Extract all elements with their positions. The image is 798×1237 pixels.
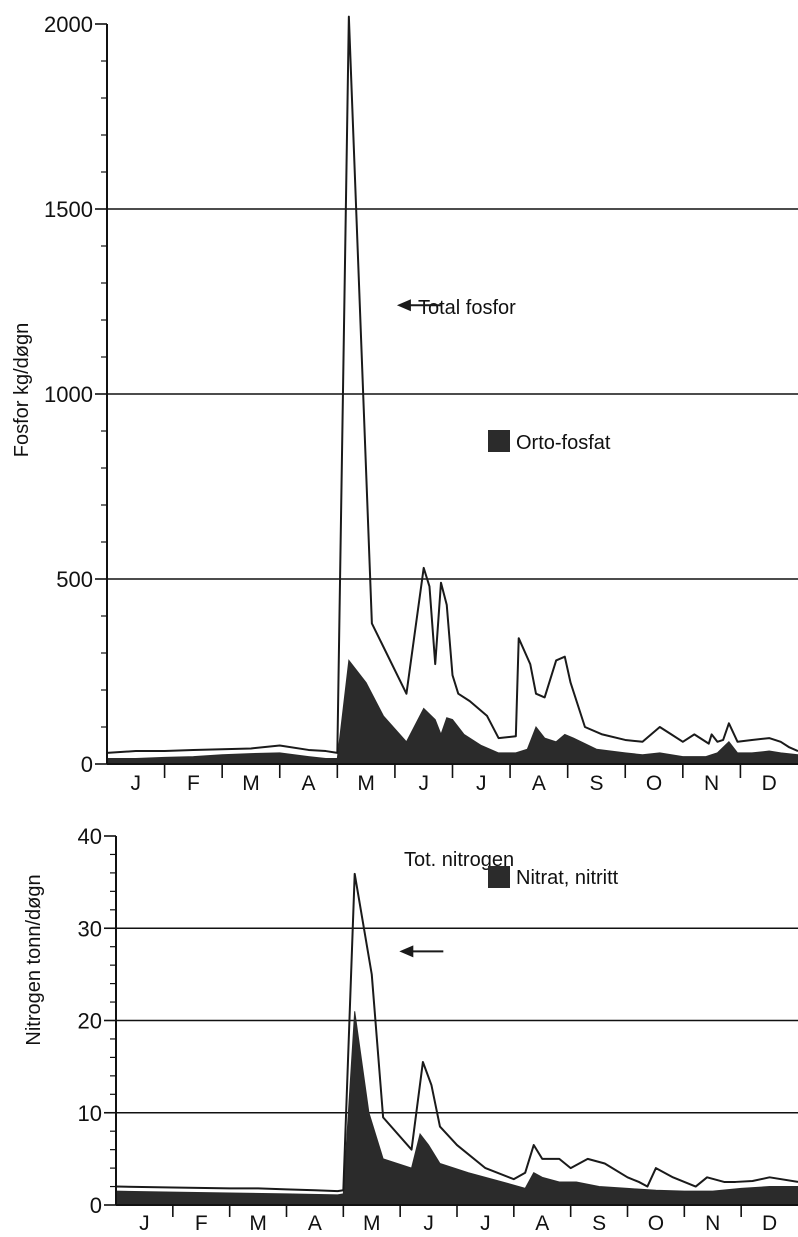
series-area-nitrat-nitritt (115, 1011, 798, 1206)
month-label: M (249, 1212, 267, 1232)
series-area-orto-fosfat (106, 659, 798, 765)
y-tick-label: 1500 (44, 197, 93, 222)
y-tick-label: 0 (81, 752, 93, 777)
month-label: N (704, 772, 719, 795)
month-label: A (302, 772, 316, 795)
month-label: A (308, 1212, 322, 1232)
month-label: J (423, 1212, 434, 1232)
month-label: J (418, 772, 429, 795)
month-label: S (589, 772, 603, 795)
month-label: F (195, 1212, 208, 1232)
phosphorus-chart: 0 500 1000 1500 2000 J F M A M J J A S O N D Fosfor kg/d… (11, 12, 798, 795)
ortho-phosphate-legend: Orto-fosfat (488, 430, 611, 454)
y-tick-label: 0 (90, 1193, 102, 1218)
y-tick-label: 2000 (44, 12, 93, 37)
total-nitrogen-annotation: Tot. nitrogen (399, 849, 514, 958)
month-label: D (762, 1212, 777, 1232)
month-label: S (592, 1212, 606, 1232)
total-phosphorus-annotation: Total fosfor (396, 297, 516, 319)
month-label: F (187, 772, 200, 795)
month-label: N (705, 1212, 720, 1232)
month-label: J (480, 1212, 491, 1232)
month-label: M (242, 772, 260, 795)
y-tick-label: 40 (78, 824, 102, 849)
month-label: J (131, 772, 142, 795)
month-label: A (535, 1212, 549, 1232)
y-tick-label: 30 (78, 916, 102, 941)
month-label: A (532, 772, 546, 795)
y-tick-label: 500 (56, 567, 93, 592)
month-label: J (139, 1212, 150, 1232)
annotation-arrowhead (396, 299, 411, 312)
ortho-phosphate-legend-label: Orto-fosfat (516, 432, 611, 454)
total-phosphorus-label: Total fosfor (418, 297, 516, 319)
total-nitrogen-label: Tot. nitrogen (404, 849, 514, 871)
series-line-tot-nitrogen (115, 872, 798, 1193)
nitrate-legend: Nitrat, nitritt (488, 866, 619, 889)
y-axis-label-phosphorus: Fosfor kg/døgn (11, 323, 33, 458)
y-tick-label: 20 (78, 1009, 102, 1034)
month-label: D (762, 772, 777, 795)
y-tick-label: 1000 (44, 382, 93, 407)
month-label: M (357, 772, 375, 795)
nitrate-legend-marker (488, 866, 510, 888)
month-label: O (646, 772, 662, 795)
annotation-arrowhead (399, 945, 414, 958)
month-label: M (363, 1212, 381, 1232)
series-line-total-fosfor (106, 15, 798, 754)
month-label: O (648, 1212, 664, 1232)
month-label: J (476, 772, 487, 795)
nitrogen-chart: 0 10 20 30 40 J F M A M J J A S O N D Nitrogen tonn/døgn… (23, 824, 798, 1235)
nitrate-legend-label: Nitrat, nitritt (516, 867, 619, 889)
y-tick-label: 10 (78, 1101, 102, 1126)
ortho-phosphate-legend-marker (488, 430, 510, 452)
y-axis-label-nitrogen: Nitrogen tonn/døgn (23, 874, 45, 1045)
